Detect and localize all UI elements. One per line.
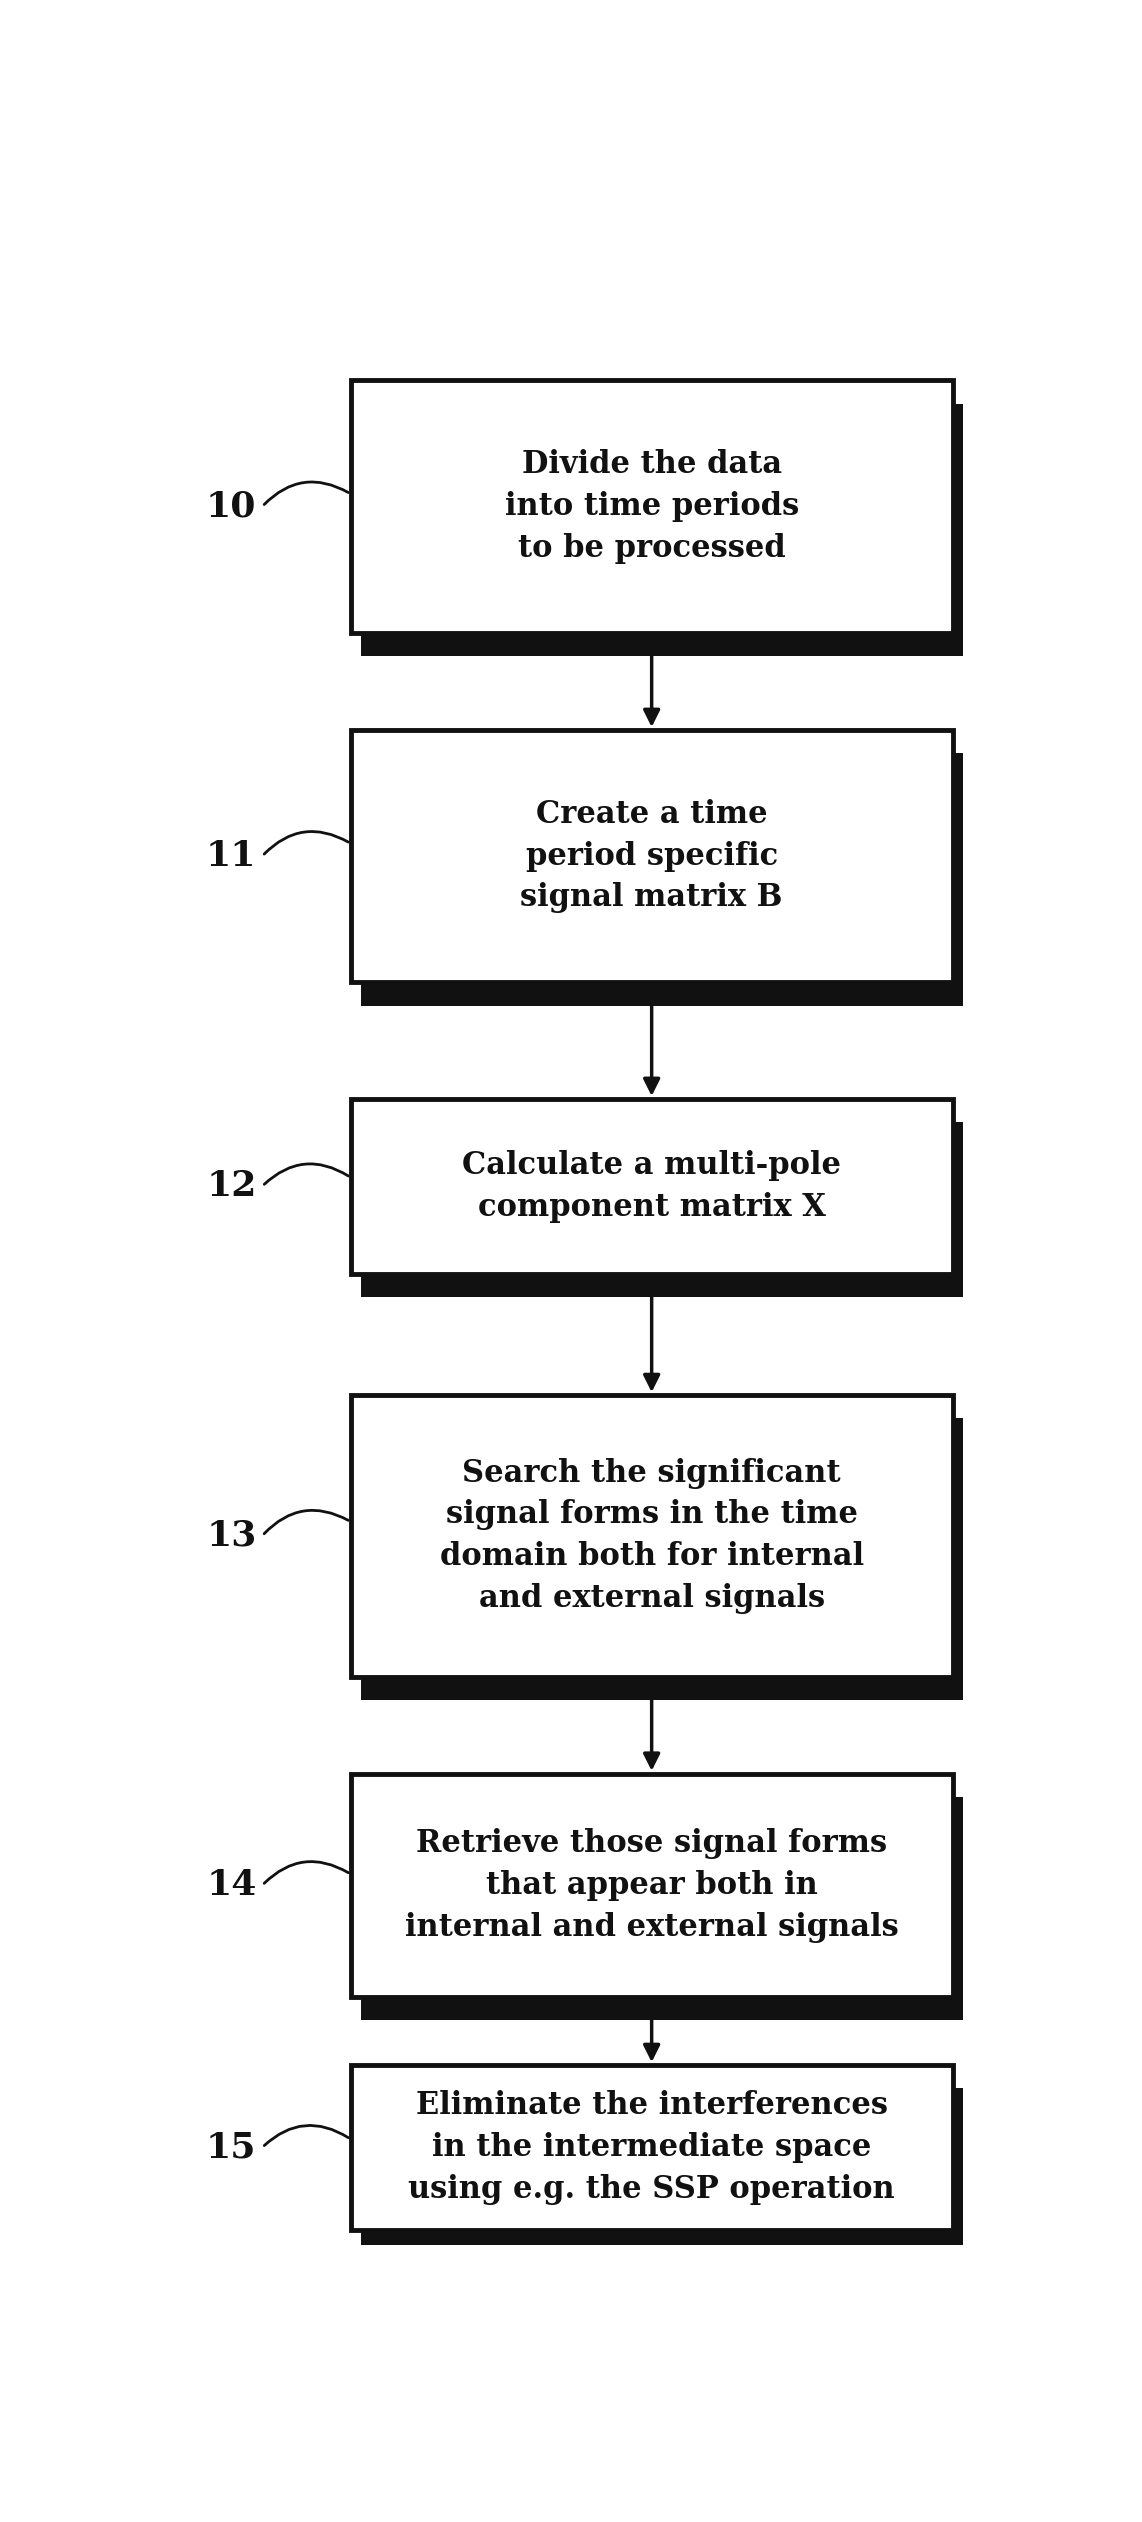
FancyBboxPatch shape bbox=[361, 1417, 963, 1700]
Text: Calculate a multi-pole
component matrix X: Calculate a multi-pole component matrix … bbox=[463, 1150, 842, 1223]
FancyBboxPatch shape bbox=[361, 404, 963, 656]
Text: Create a time
period specific
signal matrix B: Create a time period specific signal mat… bbox=[521, 799, 783, 913]
Text: 10: 10 bbox=[206, 489, 257, 525]
FancyBboxPatch shape bbox=[361, 1122, 963, 1296]
Text: Divide the data
into time periods
to be processed: Divide the data into time periods to be … bbox=[505, 449, 798, 565]
FancyBboxPatch shape bbox=[351, 1100, 952, 1274]
FancyBboxPatch shape bbox=[361, 754, 963, 1006]
Text: Search the significant
signal forms in the time
domain both for internal
and ext: Search the significant signal forms in t… bbox=[440, 1458, 863, 1614]
Text: Eliminate the interferences
in the intermediate space
using e.g. the SSP operati: Eliminate the interferences in the inter… bbox=[409, 2091, 895, 2204]
Text: 12: 12 bbox=[206, 1170, 257, 1203]
Text: 15: 15 bbox=[206, 2131, 257, 2164]
Text: Retrieve those signal forms
that appear both in
internal and external signals: Retrieve those signal forms that appear … bbox=[404, 1828, 899, 1942]
FancyBboxPatch shape bbox=[361, 2088, 963, 2252]
Text: 14: 14 bbox=[206, 1869, 257, 1902]
FancyBboxPatch shape bbox=[351, 2066, 952, 2229]
FancyBboxPatch shape bbox=[351, 1395, 952, 1677]
FancyBboxPatch shape bbox=[351, 381, 952, 633]
FancyBboxPatch shape bbox=[351, 1773, 952, 1997]
Text: 11: 11 bbox=[206, 840, 257, 873]
FancyBboxPatch shape bbox=[351, 729, 952, 981]
FancyBboxPatch shape bbox=[361, 1798, 963, 2020]
Text: 13: 13 bbox=[206, 1518, 257, 1554]
